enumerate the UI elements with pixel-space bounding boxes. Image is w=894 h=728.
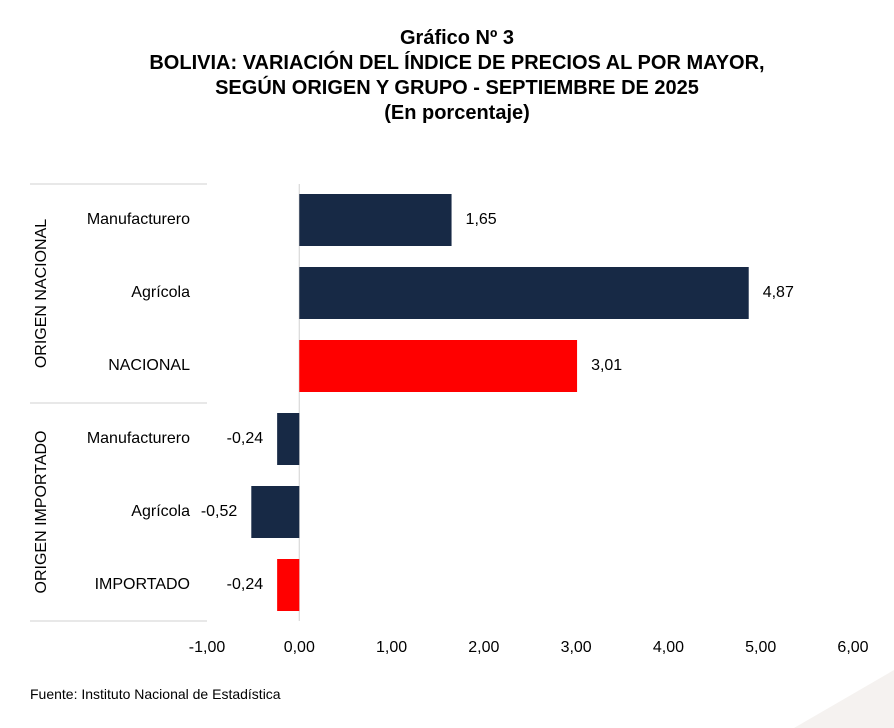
title-line-3: SEGÚN ORIGEN Y GRUPO - SEPTIEMBRE DE 202… [215,77,699,99]
category-label-5: Agrícola [131,503,190,520]
bar-3 [299,340,578,392]
bar-5 [251,486,300,538]
value-label-1: 1,65 [466,211,497,228]
x-tick-label-7: 5,00 [745,639,776,656]
value-label-5: -0,52 [201,503,238,520]
source-note: Fuente: Instituto Nacional de Estadístic… [30,686,281,702]
bar-4 [277,413,300,465]
x-tick-label-1: -1,00 [189,639,226,656]
category-label-6: IMPORTADO [95,576,190,593]
title-line-1: Gráfico Nº 3 [399,27,514,49]
x-tick-label-3: 1,00 [376,639,407,656]
bar-1 [299,194,452,246]
corner-decoration [794,670,894,728]
value-label-2: 4,87 [763,284,794,301]
value-label-6: -0,24 [227,576,264,593]
bar-2 [299,267,749,319]
x-tick-label-6: 4,00 [653,639,684,656]
category-label-2: Agrícola [131,284,190,301]
title-line-4: (En porcentaje) [384,102,530,124]
value-label-3: 3,01 [591,357,622,374]
category-label-1: Manufacturero [87,211,190,228]
x-tick-label-5: 3,00 [561,639,592,656]
group-label-nacional: ORIGEN NACIONAL [33,219,50,368]
x-tick-label-4: 2,00 [468,639,499,656]
value-label-4: -0,24 [227,430,264,447]
category-label-4: Manufacturero [87,430,190,447]
group-label-importado: ORIGEN IMPORTADO [33,431,50,594]
title-line-2: BOLIVIA: VARIACIÓN DEL ÍNDICE DE PRECIOS… [149,52,765,74]
x-tick-label-2: 0,00 [284,639,315,656]
bar-6 [277,559,300,611]
x-tick-label-8: 6,00 [837,639,868,656]
chart-title: Gráfico Nº 3 BOLIVIA: VARIACIÓN DEL ÍNDI… [0,26,894,126]
category-label-3: NACIONAL [108,357,190,374]
